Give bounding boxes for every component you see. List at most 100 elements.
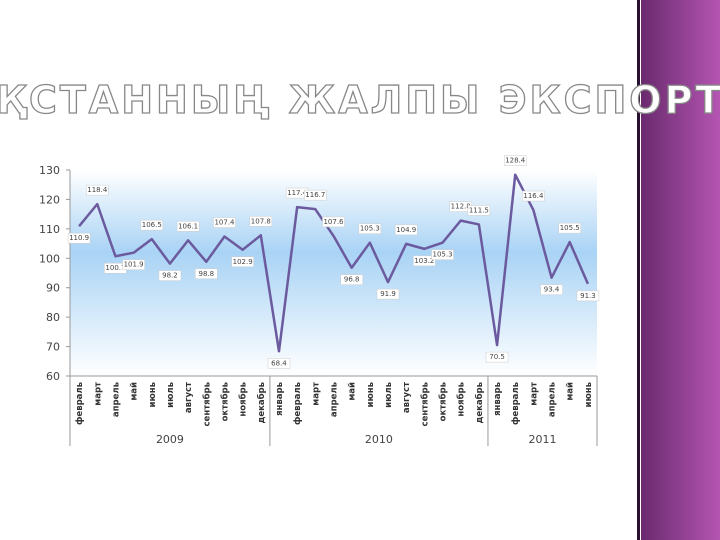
group-label: 2011 <box>528 433 556 446</box>
data-label: 91.9 <box>380 290 396 298</box>
slide-title: ҚАЗАҚСТАННЫҢ ЖАЛПЫ ЭКСПОРТЫ <box>0 78 720 122</box>
x-tick-label: сентябрь <box>419 382 430 426</box>
data-label: 107.4 <box>214 219 235 227</box>
data-label: 128.4 <box>505 157 526 165</box>
data-label-box <box>231 256 254 268</box>
x-tick-label: декабрь <box>474 382 485 424</box>
y-tick-label: 70 <box>46 341 60 354</box>
y-tick-label: 120 <box>39 193 60 206</box>
data-label: 112.8 <box>451 203 471 211</box>
x-tick-label: январь <box>275 382 285 416</box>
data-label: 104.9 <box>396 226 416 234</box>
data-label-box <box>140 219 164 231</box>
data-label: 110.9 <box>69 234 89 242</box>
data-label-box <box>67 232 91 244</box>
group-label: 2009 <box>156 433 184 446</box>
x-tick-label: апрель <box>548 382 558 417</box>
side-strip <box>641 0 720 540</box>
data-label: 116.7 <box>305 191 325 199</box>
data-label-box <box>122 259 145 270</box>
data-label: 105.3 <box>433 251 453 259</box>
data-label: 105.3 <box>360 225 380 233</box>
x-tick-label: ноябрь <box>456 382 467 417</box>
y-tick-label: 100 <box>39 252 60 265</box>
data-label-box <box>158 270 182 281</box>
x-tick-label: февраль <box>511 382 521 425</box>
x-tick-label: март <box>529 382 539 406</box>
side-line <box>637 0 640 540</box>
x-tick-label: июнь <box>584 382 594 407</box>
data-label: 70.5 <box>489 353 505 361</box>
data-label-box <box>304 189 327 201</box>
x-tick-label: апрель <box>330 382 340 417</box>
y-tick-label: 110 <box>39 223 60 236</box>
x-tick-label: ноябрь <box>238 382 249 417</box>
y-tick-label: 130 <box>39 164 60 177</box>
x-tick-label: октябрь <box>219 382 230 421</box>
x-tick-label: август <box>184 382 194 413</box>
data-label: 98.2 <box>162 272 178 280</box>
data-label: 103.2 <box>414 257 434 265</box>
group-label: 2010 <box>365 433 393 446</box>
x-tick-label: декабрь <box>256 382 267 424</box>
x-tick-label: июль <box>166 382 176 408</box>
data-label: 107.6 <box>323 218 344 226</box>
data-label-box <box>467 205 491 216</box>
data-label: 91.3 <box>580 292 596 300</box>
data-label-box <box>340 274 363 285</box>
data-label-box <box>576 290 600 302</box>
x-tick-label: май <box>130 382 140 401</box>
plot-area <box>70 170 597 376</box>
x-tick-label: сентябрь <box>201 382 212 426</box>
data-label-box <box>358 223 382 234</box>
y-tick-label: 80 <box>46 311 60 324</box>
data-label-box <box>376 288 400 300</box>
x-tick-label: февраль <box>293 382 303 425</box>
data-label: 100.7 <box>105 264 125 272</box>
x-tick-label: октябрь <box>438 382 449 421</box>
data-label-box <box>195 268 218 280</box>
data-label-box <box>213 217 236 228</box>
x-tick-label: апрель <box>111 382 121 417</box>
data-label: 68.4 <box>271 359 287 367</box>
x-tick-label: июнь <box>148 382 158 407</box>
data-label: 116.4 <box>523 192 544 200</box>
data-label: 118.4 <box>87 186 108 194</box>
y-tick-label: 60 <box>46 370 60 383</box>
x-tick-label: март <box>93 382 103 406</box>
x-tick-label: август <box>402 382 412 413</box>
data-label-box <box>558 222 581 234</box>
line-series <box>78 173 590 353</box>
data-label: 93.4 <box>544 286 560 294</box>
data-label: 117.4 <box>287 189 308 197</box>
data-label-box <box>413 255 436 267</box>
data-label-box <box>394 224 418 236</box>
x-tick-label: июль <box>384 382 394 408</box>
data-label-box <box>485 351 509 363</box>
x-tick-label: май <box>566 382 576 401</box>
x-tick-label: март <box>311 382 321 406</box>
data-label: 98.8 <box>198 270 214 278</box>
data-label-box <box>431 249 454 260</box>
data-label-box <box>267 358 291 369</box>
data-label-box <box>540 284 563 295</box>
data-label-box <box>176 221 200 232</box>
x-tick-label: февраль <box>75 382 85 425</box>
x-tick-label: май <box>348 382 358 401</box>
data-label: 101.9 <box>124 261 144 269</box>
data-label-box <box>86 184 109 196</box>
x-tick-label: январь <box>493 382 503 416</box>
x-tick-label: июнь <box>366 382 376 407</box>
data-label: 106.1 <box>178 222 198 230</box>
data-label: 111.5 <box>469 206 489 214</box>
data-label-box <box>249 216 273 227</box>
data-label: 102.9 <box>233 258 253 266</box>
data-label-box <box>322 216 345 228</box>
data-label-box <box>522 190 545 202</box>
y-tick-label: 90 <box>46 282 60 295</box>
data-label: 107.8 <box>251 217 271 225</box>
data-label-box <box>503 155 527 166</box>
data-label: 96.8 <box>344 276 360 284</box>
data-label: 106.5 <box>142 221 162 229</box>
